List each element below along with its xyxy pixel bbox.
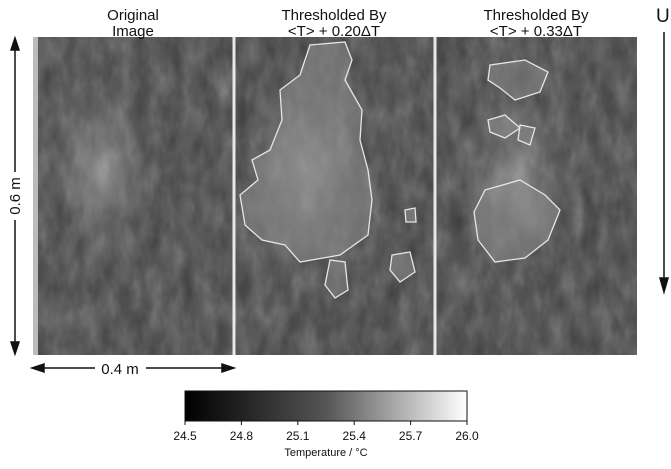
arrow-head — [221, 362, 237, 374]
colorbar-tick-label: 26.0 — [455, 429, 479, 443]
colorbar-gradient — [184, 390, 468, 422]
colorbar-tick-label: 24.5 — [173, 429, 197, 443]
dimension-arrows — [9, 32, 669, 374]
colorbar-label: Temperature / °C — [284, 447, 367, 459]
colorbar-tick-label: 25.1 — [286, 429, 310, 443]
height-label: 0.6 m — [7, 177, 24, 215]
arrow-head — [9, 35, 21, 51]
panel-title: <T> + 0.20ΔT — [288, 23, 380, 40]
colorbar-tick-label: 25.7 — [399, 429, 423, 443]
panel-title: Original — [107, 7, 159, 24]
colorbar-tick-label: 24.8 — [230, 429, 254, 443]
colorbar-tick-label: 25.4 — [343, 429, 367, 443]
panel-title: Thresholded By — [483, 7, 589, 24]
width-label: 0.4 m — [101, 361, 139, 378]
flow-label: U — [656, 6, 670, 27]
image-edge — [33, 37, 38, 355]
images — [33, 37, 637, 355]
arrow-head — [659, 277, 669, 295]
threshold-contours — [239, 41, 561, 299]
arrow-head — [29, 362, 45, 374]
colorbar: 24.5 24.8 25.1 25.4 25.7 26.0 — [173, 390, 479, 443]
arrow-head — [9, 341, 21, 357]
panel-title: Thresholded By — [281, 7, 387, 24]
panel-title: <T> + 0.33ΔT — [490, 23, 582, 40]
panel-title: Image — [112, 23, 154, 40]
